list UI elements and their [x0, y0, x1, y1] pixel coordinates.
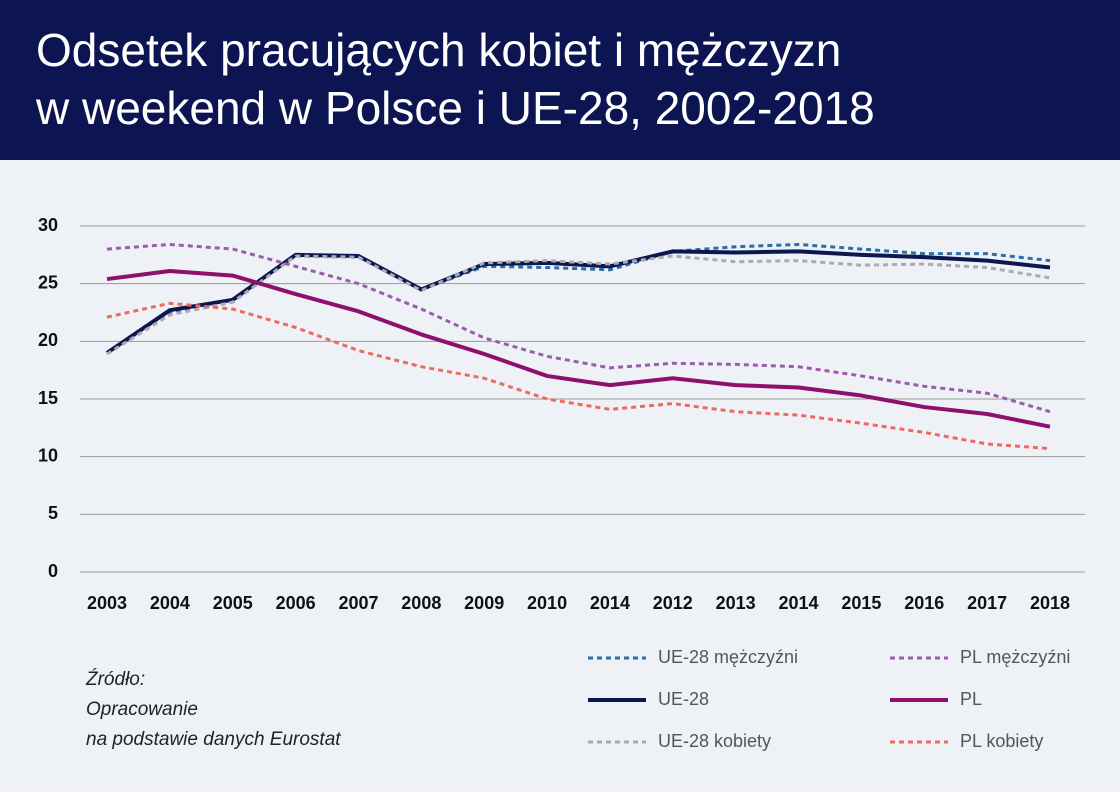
legend-label: UE-28 kobiety	[658, 731, 771, 751]
x-tick-label: 2015	[841, 593, 881, 613]
x-tick-label: 2007	[338, 593, 378, 613]
x-tick-label: 2012	[653, 593, 693, 613]
y-tick-label: 5	[48, 503, 58, 523]
chart-title: w weekend w Polsce i UE-28, 2002-2018	[35, 82, 875, 134]
legend-label: PL kobiety	[960, 731, 1043, 751]
y-tick-label: 25	[38, 272, 58, 292]
series-line	[106, 301, 1051, 451]
series-line	[106, 254, 1051, 356]
chart-title: Odsetek pracujących kobiet i mężczyzn	[36, 24, 841, 76]
legend-label: PL	[960, 689, 982, 709]
y-tick-label: 20	[38, 330, 58, 350]
y-tick-label: 15	[38, 388, 58, 408]
x-tick-label: 2017	[967, 593, 1007, 613]
source: na podstawie danych Eurostat	[86, 729, 341, 750]
x-tick-label: 2003	[87, 593, 127, 613]
source: Źródło:	[85, 669, 145, 690]
x-tick-label: 2008	[401, 593, 441, 613]
x-tick-label: 2010	[527, 593, 567, 613]
x-tick-label: 2005	[213, 593, 253, 613]
x-tick-label: 2018	[1030, 593, 1070, 613]
source: Opracowanie	[86, 699, 198, 720]
x-tick-label: 2016	[904, 593, 944, 613]
x-tick-label: 2014	[779, 593, 819, 613]
x-tick-label: 2013	[716, 593, 756, 613]
y-tick-label: 10	[38, 445, 58, 465]
series-line	[106, 268, 1051, 429]
legend-label: UE-28 mężczyźni	[658, 647, 798, 667]
x-tick-label: 2014	[590, 593, 630, 613]
series-line	[105, 249, 1051, 355]
x-tick-label: 2009	[464, 593, 504, 613]
y-tick-label: 30	[38, 215, 58, 235]
legend-label: UE-28	[658, 689, 709, 709]
legend-label: PL mężczyźni	[960, 647, 1070, 667]
series-line	[106, 242, 1051, 414]
y-tick-label: 0	[48, 561, 58, 581]
x-tick-label: 2006	[276, 593, 316, 613]
x-tick-label: 2004	[150, 593, 190, 613]
header	[0, 0, 1120, 160]
